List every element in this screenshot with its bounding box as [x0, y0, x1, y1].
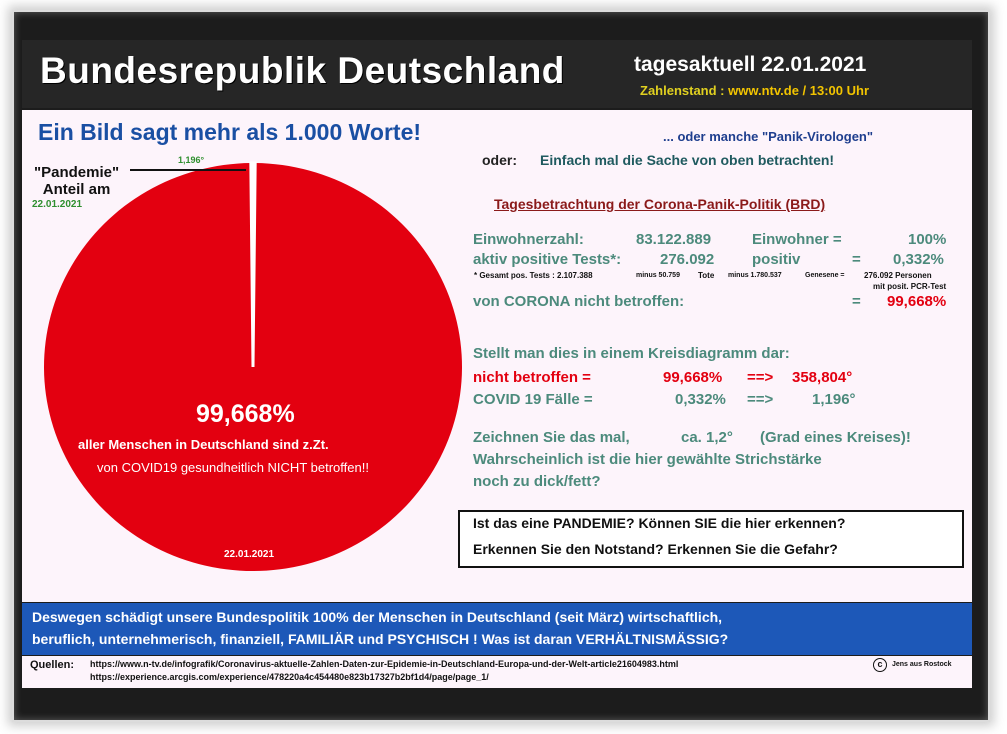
source-url-ntv[interactable]: https://www.n-tv.de/infografik/Coronavir…	[90, 659, 679, 669]
copyright-author: Jens aus Rostock	[892, 661, 952, 668]
draw-line2: Wahrscheinlich ist die hier gewählte Str…	[473, 451, 822, 468]
draw-line1-c: (Grad eines Kreises)!	[760, 429, 911, 446]
pie-date: 22.01.2021	[224, 549, 275, 560]
footnote-minus-tote: minus 50.759	[636, 272, 680, 279]
footnote-tote: Tote	[698, 271, 715, 280]
kreis-row2-label: COVID 19 Fälle =	[473, 391, 593, 408]
question-pandemie: Ist das eine PANDEMIE? Können SIE die hi…	[473, 515, 846, 531]
kreis-row2-arrow: ==>	[747, 391, 774, 408]
question-notstand: Erkennen Sie den Notstand? Erkennen Sie …	[473, 541, 838, 557]
footnote-total: * Gesamt pos. Tests : 2.107.388	[474, 271, 593, 280]
draw-line3: noch zu dick/fett?	[473, 473, 601, 490]
stats-title: Tagesbetrachtung der Corona-Panik-Politi…	[494, 196, 826, 212]
draw-line1-b: ca. 1,2°	[681, 429, 733, 446]
nicht-betroffen-pct: 99,668%	[887, 293, 947, 310]
sources-panel	[22, 656, 972, 688]
pandemie-label: "Pandemie" Anteil am	[34, 164, 120, 198]
footnote-pcr: mit posit. PCR-Test	[873, 282, 947, 291]
source-label: Zahlenstand :	[640, 83, 725, 98]
pandemie-date: 22.01.2021	[32, 199, 83, 210]
pie-text-line2: von COVID19 gesundheitlich NICHT betroff…	[97, 460, 369, 475]
question-box	[458, 510, 964, 568]
kreis-row2-pct: 0,332%	[675, 391, 726, 408]
einwohner-unit: Einwohner =	[752, 231, 842, 248]
source-url-arcgis[interactable]: https://experience.arcgis.com/experience…	[90, 672, 489, 682]
positive-pct: 0,332%	[893, 251, 944, 268]
einwohner-pct: 100%	[908, 231, 947, 248]
positive-eq: =	[852, 251, 861, 268]
header-bar	[22, 40, 972, 108]
draw-line1-a: Zeichnen Sie das mal,	[473, 429, 630, 446]
banner-line2: beruflich, unternehmerisch, finanziell, …	[32, 631, 729, 647]
header-source: Zahlenstand : www.ntv.de / 13:00 Uhr	[640, 83, 869, 98]
kreis-intro: Stellt man dies in einem Kreisdiagramm d…	[473, 345, 790, 362]
nicht-betroffen-label: von CORONA nicht betroffen:	[473, 293, 685, 310]
positive-unit: positiv	[752, 251, 801, 268]
source-value: www.ntv.de / 13:00 Uhr	[728, 83, 870, 98]
kreis-row1-label: nicht betroffen =	[473, 369, 591, 386]
kreis-row1-deg: 358,804°	[792, 369, 853, 386]
subtitle-betrachten: Einfach mal die Sache von oben betrachte…	[540, 152, 835, 168]
einwohner-value: 83.122.889	[636, 231, 712, 248]
pie-text-line1: aller Menschen in Deutschland sind z.Zt.	[78, 437, 329, 452]
kreis-row1-arrow: ==>	[747, 369, 774, 386]
slice-pointer-line	[130, 169, 246, 171]
slice-degree-label: 1,196°	[178, 155, 205, 165]
pie-slice-covid	[249, 161, 257, 368]
bottom-banner	[22, 603, 972, 655]
subtitle-oder-label: oder:	[482, 152, 517, 168]
positive-label: aktiv positive Tests*:	[473, 251, 622, 268]
banner-line1: Deswegen schädigt unsere Bundespolitik 1…	[32, 609, 723, 625]
pie-chart	[43, 161, 462, 571]
nicht-betroffen-eq: =	[852, 293, 861, 310]
kreis-row2-deg: 1,196°	[812, 391, 856, 408]
pie-percent: 99,668%	[196, 400, 295, 428]
footnote-minus-genesene: minus 1.780.537	[728, 272, 782, 279]
footnote-genesene: Genesene =	[805, 272, 845, 279]
kreis-row1-pct: 99,668%	[663, 369, 723, 386]
subtitle-virologen: ... oder manche "Panik-Virologen"	[663, 129, 874, 144]
positive-value: 276.092	[660, 251, 715, 268]
header-title: Bundesrepublik Deutschland	[40, 50, 565, 91]
slogan: Ein Bild sagt mehr als 1.000 Worte!	[38, 119, 422, 145]
einwohner-label: Einwohnerzahl:	[473, 231, 584, 248]
copyright-icon: c	[873, 658, 887, 672]
sources-label: Quellen:	[30, 659, 75, 671]
header-date: tagesaktuell 22.01.2021	[634, 53, 867, 76]
footnote-personen: 276.092 Personen	[864, 271, 932, 280]
